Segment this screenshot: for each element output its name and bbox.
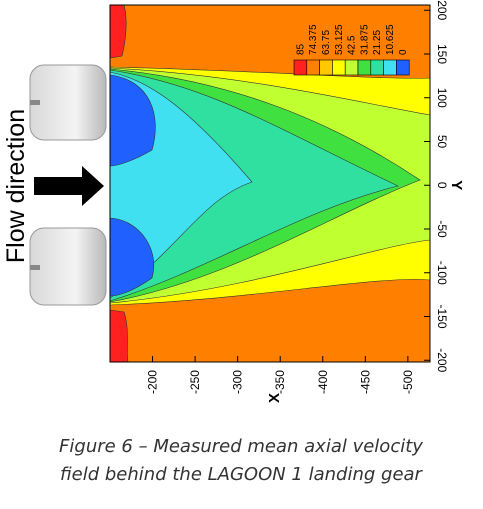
legend-label: 63.75: [321, 30, 332, 55]
y-tick-label: 150: [435, 44, 449, 64]
contour-band: [109, 309, 129, 363]
legend-swatch: [319, 59, 333, 76]
x-axis-label: X: [266, 393, 283, 403]
plot-area: [109, 4, 431, 363]
legend-swatch: [396, 59, 410, 76]
legend-label: 31.875: [359, 24, 370, 55]
legend-label: 85: [295, 43, 306, 55]
x-tick-label: -500: [401, 370, 415, 394]
y-tick-label: -200: [435, 348, 449, 372]
flow-arrow: [34, 166, 104, 206]
legend-label: 10.625: [385, 24, 396, 55]
caption: field behind the LAGOON 1 landing gear: [60, 464, 424, 485]
x-tick-label: -350: [273, 370, 287, 394]
y-tick-label: -50: [435, 220, 449, 238]
legend-swatch: [383, 59, 397, 76]
wheel: [29, 227, 107, 306]
wheel-axle: [30, 265, 40, 270]
legend-label: 53.125: [334, 24, 345, 55]
x-tick-label: -200: [146, 370, 160, 394]
contour-band: [109, 74, 156, 167]
x-tick-label: -250: [188, 370, 202, 394]
wheel-axle: [30, 100, 40, 105]
wheel: [29, 64, 107, 141]
y-tick-label: 50: [435, 135, 449, 149]
legend-swatch: [306, 59, 320, 76]
legend-label: 21.25: [372, 30, 383, 55]
contour-band: [109, 4, 127, 59]
y-tick-label: -150: [435, 304, 449, 328]
y-tick-label: 200: [435, 0, 449, 20]
y-axis-label: Y: [448, 180, 465, 190]
plot-frame: [109, 4, 431, 363]
y-tick-label: 0: [435, 182, 449, 189]
legend-swatch: [370, 59, 384, 76]
legend-label: 74.375: [308, 24, 319, 55]
contour-band: [109, 217, 154, 297]
legend-swatch: [332, 59, 346, 76]
flow-label: Flow direction: [2, 109, 30, 263]
x-tick-label: -450: [358, 370, 372, 394]
x-tick-label: -400: [316, 370, 330, 394]
y-tick-label: -100: [435, 261, 449, 285]
legend-label: 42.5: [347, 35, 358, 55]
legend-swatch: [293, 59, 308, 76]
legend-swatch: [357, 59, 372, 76]
caption: Figure 6 – Measured mean axial velocity: [59, 436, 423, 457]
legend-label: 0: [398, 49, 409, 55]
x-tick-label: -300: [231, 370, 245, 394]
y-tick-label: 100: [435, 88, 449, 108]
legend-swatch: [344, 59, 359, 76]
